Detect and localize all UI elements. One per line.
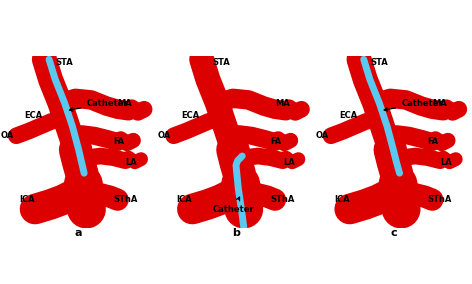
Text: OA: OA xyxy=(0,131,14,140)
Text: SThA: SThA xyxy=(113,195,137,204)
Text: Catheter: Catheter xyxy=(69,99,128,111)
Text: LA: LA xyxy=(283,158,295,167)
Text: b: b xyxy=(232,228,240,238)
Text: ICA: ICA xyxy=(177,195,193,204)
Text: MA: MA xyxy=(275,99,290,108)
Text: MA: MA xyxy=(432,99,447,108)
Text: a: a xyxy=(75,228,83,238)
Text: Catheter: Catheter xyxy=(212,197,254,214)
Text: ICA: ICA xyxy=(334,195,350,204)
Text: Catheter: Catheter xyxy=(384,99,443,111)
Text: LA: LA xyxy=(440,158,452,167)
Text: ECA: ECA xyxy=(24,111,42,120)
Text: STA: STA xyxy=(370,58,388,67)
Text: FA: FA xyxy=(428,137,439,147)
Text: ECA: ECA xyxy=(339,111,357,120)
Text: MA: MA xyxy=(118,99,133,108)
Text: ECA: ECA xyxy=(181,111,200,120)
Text: SThA: SThA xyxy=(270,195,295,204)
Text: OA: OA xyxy=(315,131,329,140)
Text: c: c xyxy=(390,228,396,238)
Text: ICA: ICA xyxy=(19,195,35,204)
Text: FA: FA xyxy=(113,137,124,147)
Text: LA: LA xyxy=(126,158,137,167)
Text: STA: STA xyxy=(212,58,230,67)
Text: SThA: SThA xyxy=(428,195,452,204)
Text: OA: OA xyxy=(158,131,171,140)
Text: FA: FA xyxy=(270,137,281,147)
Text: STA: STA xyxy=(55,58,73,67)
